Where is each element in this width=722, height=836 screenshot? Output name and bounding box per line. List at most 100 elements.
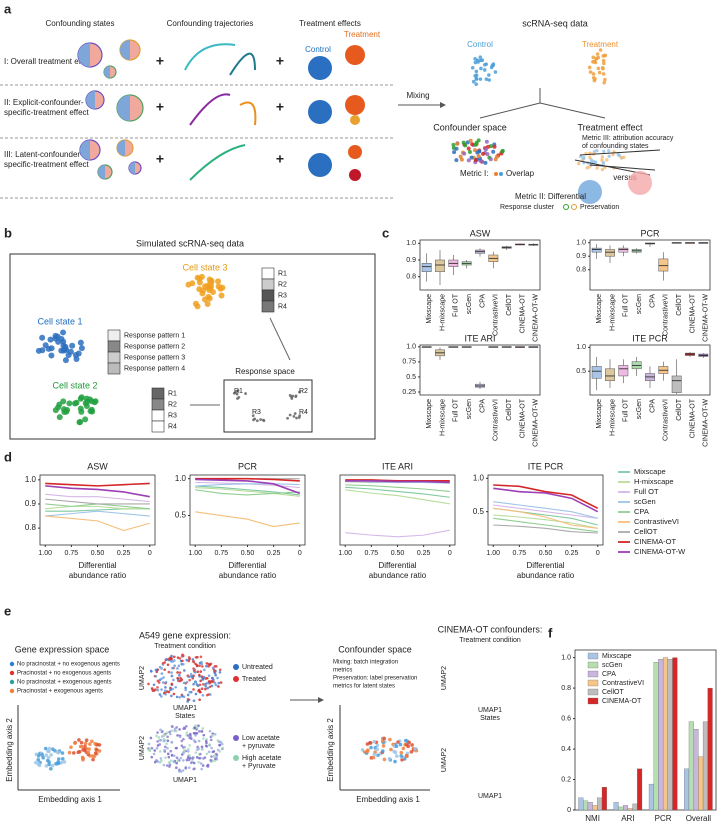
cell-dot xyxy=(51,747,55,752)
cell-dot xyxy=(69,745,73,749)
cell-dot xyxy=(211,676,214,680)
cell-dot xyxy=(215,753,219,757)
x-tick-label: scGen xyxy=(466,294,473,314)
legend-dot xyxy=(494,172,498,176)
cell-dot xyxy=(288,413,292,417)
cell-dot xyxy=(215,283,222,290)
cell-dot xyxy=(253,417,257,421)
x-tick-label: ARI xyxy=(621,814,634,823)
cell-dot xyxy=(201,665,204,668)
cell-dot xyxy=(86,750,91,755)
x-tick-label: CellOT xyxy=(676,293,683,316)
cell-dot xyxy=(186,747,190,751)
cell-dot xyxy=(401,746,406,751)
series-line xyxy=(45,482,150,487)
umap-title: Treatment condition xyxy=(459,637,521,644)
x-tick-label: Mixscape xyxy=(426,399,433,429)
series-line xyxy=(493,524,598,534)
cell-state-label: Cell state 3 xyxy=(182,262,227,272)
bar xyxy=(707,687,713,811)
note: metrics xyxy=(333,668,352,674)
cell-dot xyxy=(152,683,156,687)
cell-dot xyxy=(166,739,170,743)
cell-dot xyxy=(172,760,176,764)
cell-dot xyxy=(216,748,220,752)
legend-label: No pracinostat + no exogenous agents xyxy=(17,662,120,668)
x-tick-label: Overall xyxy=(686,814,712,823)
y-tick-label: 0 xyxy=(567,807,571,814)
cell-dot xyxy=(185,731,189,734)
treatment-label: Treatment xyxy=(344,30,381,39)
cell-dot xyxy=(197,739,201,743)
x-axis-label: Differential xyxy=(228,561,266,570)
cell-dot xyxy=(194,724,197,727)
cell-dot xyxy=(493,70,498,74)
row-label: II: Explicit-confounder- xyxy=(4,98,84,107)
cell-dot xyxy=(476,154,481,159)
cell-dot xyxy=(147,742,151,746)
x-tick-label: scGen xyxy=(636,294,643,314)
cell-dot xyxy=(182,751,185,754)
cell-dot xyxy=(178,671,182,674)
cell-dot xyxy=(154,675,158,678)
series-line xyxy=(493,501,598,519)
cell-dot xyxy=(202,757,205,760)
section-title: Response space xyxy=(235,367,295,376)
cell-dot xyxy=(173,754,176,758)
cell-dot xyxy=(473,56,477,61)
y-tick-label: 0.25 xyxy=(402,389,416,396)
cell-dot xyxy=(382,736,387,741)
cell-dot xyxy=(195,756,199,759)
cell-dot xyxy=(388,737,392,742)
cell-dot xyxy=(600,158,604,162)
cell-state-label: Cell state 1 xyxy=(37,316,82,326)
cell-dot xyxy=(188,675,192,678)
state-slice xyxy=(117,95,130,121)
cell-dot xyxy=(406,744,410,749)
plot-frame xyxy=(419,344,541,396)
bar xyxy=(627,808,633,811)
cell-dot xyxy=(159,757,163,760)
pattern-cell xyxy=(107,340,121,353)
x-tick-label: Mixscape xyxy=(426,294,433,324)
pattern-label: Response pattern 2 xyxy=(124,343,185,350)
effect-circle xyxy=(308,153,332,177)
cell-dot xyxy=(487,78,491,82)
cell-dot xyxy=(409,750,414,754)
legend-dot xyxy=(9,670,15,676)
cell-dot xyxy=(160,677,163,681)
cell-dot xyxy=(485,152,490,157)
cell-dot xyxy=(94,747,99,752)
cell-dot xyxy=(213,681,217,685)
cell-dot xyxy=(204,684,207,688)
series-line xyxy=(493,504,598,519)
x-tick-label: ContrastiveVI xyxy=(663,294,670,336)
cell-state-label: Cell state 2 xyxy=(52,380,97,390)
cell-dot xyxy=(209,759,213,762)
control-label: Control xyxy=(467,40,493,49)
x-axis-label: Differential xyxy=(526,561,564,570)
cell-dot xyxy=(199,762,203,765)
series-line xyxy=(45,515,150,532)
legend-label: Mixscape xyxy=(602,653,632,660)
series-line xyxy=(195,483,300,487)
cell-dot xyxy=(202,676,206,679)
legend-label: H-mixscape xyxy=(634,477,674,486)
cell-dot xyxy=(622,155,626,160)
cell-dot xyxy=(199,679,202,683)
cell-dot xyxy=(184,686,187,690)
cell-dot xyxy=(47,336,54,343)
legend-label: CINEMA-OT xyxy=(634,537,677,546)
cell-dot xyxy=(154,668,158,672)
y-tick-label: 0.8 xyxy=(576,267,586,274)
cell-dot xyxy=(213,665,217,668)
cell-dot xyxy=(217,681,221,685)
cell-dot xyxy=(73,399,80,406)
state-slice xyxy=(78,43,90,67)
cell-dot xyxy=(192,761,196,765)
legend-label: Full OT xyxy=(634,487,659,496)
r-label: R1 xyxy=(278,270,287,277)
cell-dot xyxy=(611,152,615,157)
cell-dot xyxy=(218,743,221,747)
cell-dot xyxy=(165,731,169,735)
